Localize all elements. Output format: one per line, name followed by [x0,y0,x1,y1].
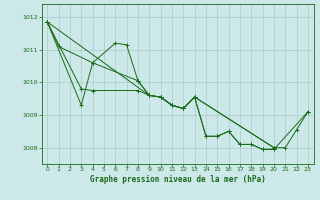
X-axis label: Graphe pression niveau de la mer (hPa): Graphe pression niveau de la mer (hPa) [90,175,266,184]
